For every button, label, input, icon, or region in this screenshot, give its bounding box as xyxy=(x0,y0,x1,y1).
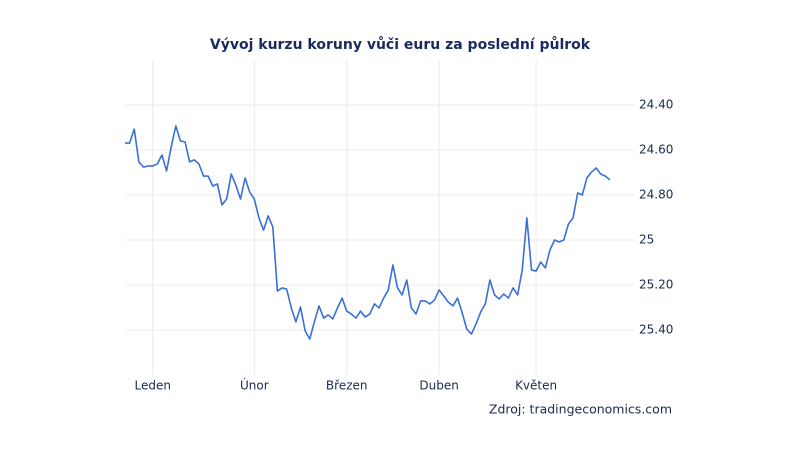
x-tick-label: Únor xyxy=(240,378,269,393)
line xyxy=(125,125,611,340)
x-tick-label: Leden xyxy=(134,379,170,393)
x-tick-label: Březen xyxy=(326,379,368,393)
y-tick-label: 25.40 xyxy=(639,323,673,337)
y-tick-label: 24.80 xyxy=(639,188,673,202)
x-tick-label: Duben xyxy=(419,379,458,393)
y-tick-label: 25 xyxy=(639,233,654,247)
y-tick-label: 24.40 xyxy=(639,98,673,112)
x-tick-label: Květen xyxy=(515,379,557,393)
chart-title: Vývoj kurzu koruny vůči euru za poslední… xyxy=(210,36,591,53)
source: Zdroj: tradingeconomics.com xyxy=(489,402,672,417)
y-tick-label: 25.20 xyxy=(639,278,673,292)
y-tick-label: 24.60 xyxy=(639,143,673,157)
